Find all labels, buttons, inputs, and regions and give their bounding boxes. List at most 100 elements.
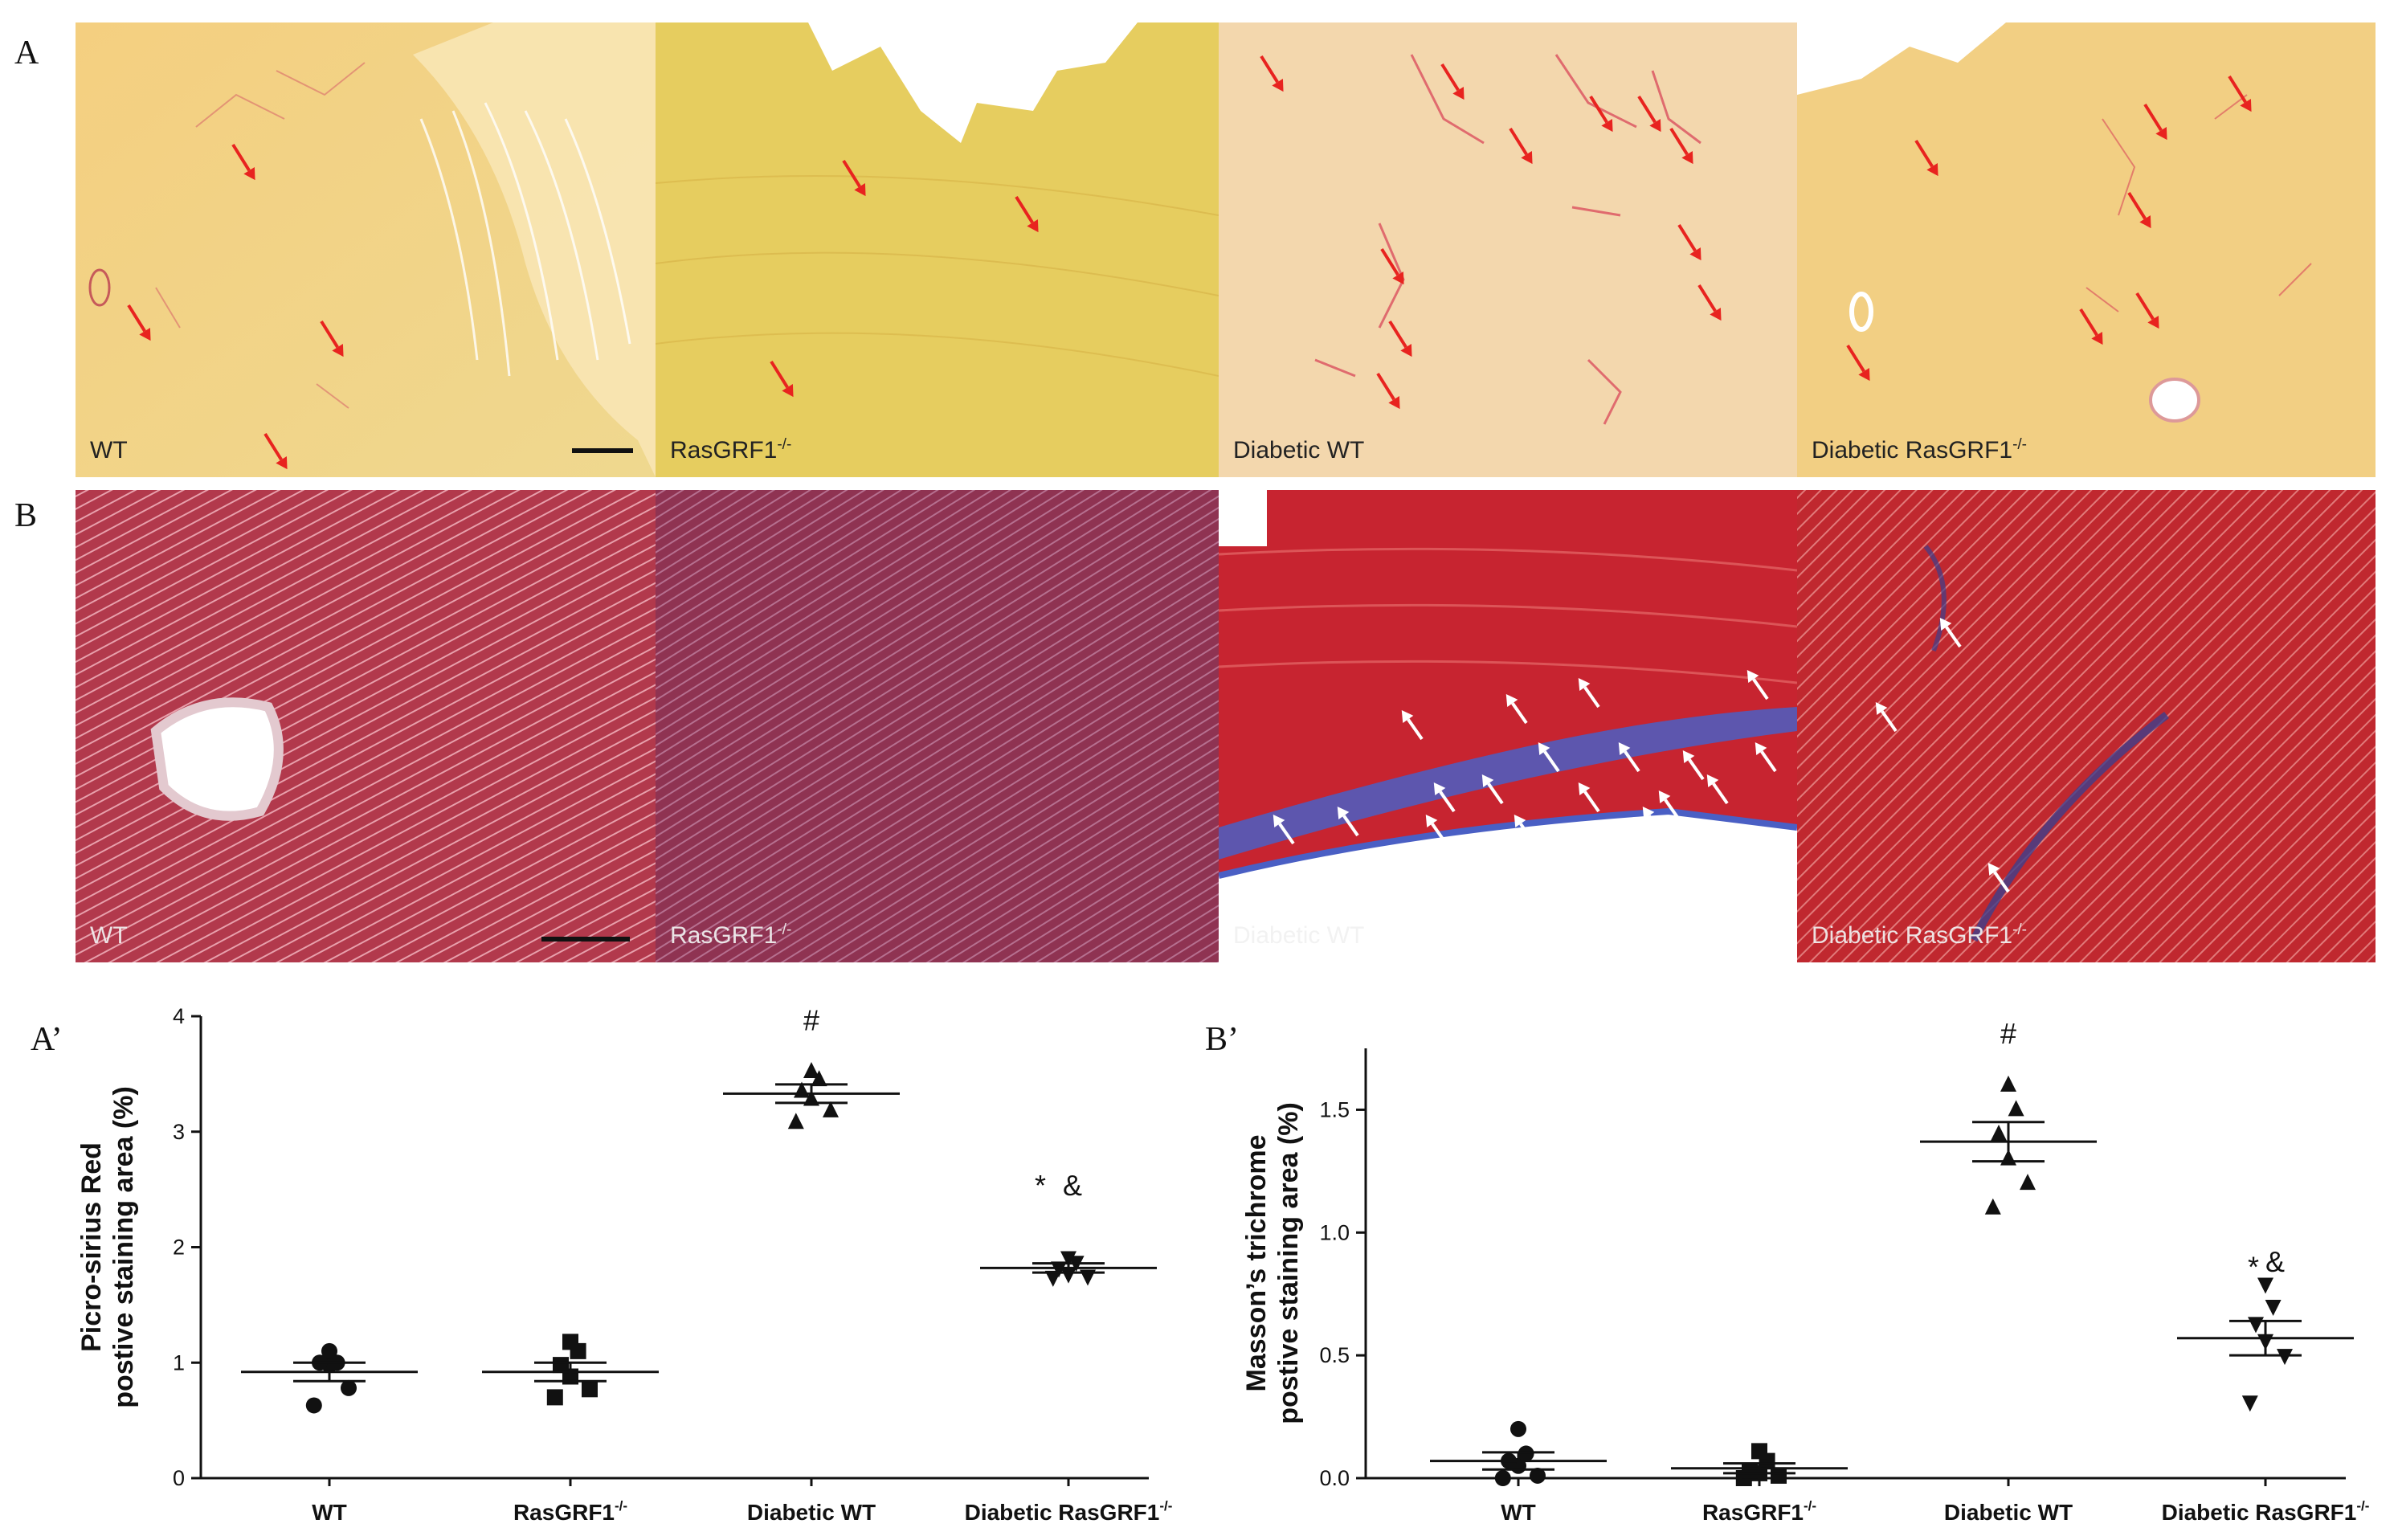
red-arrow — [770, 360, 794, 398]
data-point — [341, 1379, 357, 1396]
white-arrow — [1658, 790, 1681, 821]
data-point — [1518, 1445, 1534, 1462]
significance-marker: * — [2248, 1250, 2259, 1283]
data-point — [1510, 1420, 1526, 1437]
x-category-label: RasGRF1-/- — [513, 1498, 627, 1525]
x-category-label: Diabetic RasGRF1-/- — [2162, 1498, 2370, 1525]
significance-marker: * — [1035, 1169, 1046, 1202]
white-arrow — [1578, 782, 1600, 813]
y-tick-label: 0.0 — [1319, 1466, 1350, 1490]
micrograph-label: Diabetic RasGRF1-/- — [1812, 921, 2028, 949]
data-point — [2257, 1277, 2273, 1294]
y-tick-label: 0 — [173, 1466, 185, 1490]
red-arrow — [1380, 247, 1404, 285]
data-point — [1044, 1270, 1061, 1287]
white-arrow — [1337, 806, 1359, 837]
axes: 0 1 2 3 4 WT RasGRF1-/- Diabetic WT Diabetic Ras… — [173, 1004, 1172, 1525]
y-tick-label: 1.5 — [1319, 1097, 1350, 1121]
significance-marker: & — [1063, 1169, 1082, 1202]
arrow-overlay-b — [1273, 617, 1962, 845]
arrow-overlay-a — [127, 55, 2252, 470]
significance-marker: # — [2000, 1017, 2016, 1050]
x-category-label: Diabetic RasGRF1-/- — [965, 1498, 1173, 1525]
data-point — [582, 1381, 598, 1398]
x-category-label: Diabetic WT — [747, 1500, 876, 1525]
red-arrow — [2228, 75, 2252, 112]
red-arrow — [842, 159, 866, 197]
y-tick-label: 1.0 — [1319, 1220, 1350, 1244]
data-series — [482, 1334, 659, 1406]
micrograph-label: Diabetic RasGRF1-/- — [1812, 436, 2028, 464]
micrograph-b-diabetic-wt: Diabetic WT — [1219, 490, 1797, 962]
panel-letter-a: A — [14, 35, 39, 71]
white-arrow — [1875, 701, 1898, 733]
red-arrow — [1677, 223, 1701, 261]
data-point — [562, 1334, 578, 1350]
picro-image-wt — [76, 22, 656, 477]
white-arrow — [1755, 741, 1777, 773]
chart-masson-trichrome-quantification: 0.0 0.5 1.0 1.5 WT RasGRF1-/- Diabetic WT Diabe… — [1241, 1017, 2369, 1525]
data-series — [723, 1062, 900, 1129]
data-point — [2008, 1100, 2024, 1117]
data-series — [1430, 1420, 1607, 1486]
data-point — [803, 1062, 819, 1078]
white-arrow — [1939, 617, 1962, 648]
red-arrow — [1260, 55, 1284, 92]
data-point — [1991, 1125, 2007, 1141]
white-arrow — [1706, 774, 1729, 805]
micrograph-label: Diabetic WT — [1233, 437, 1365, 464]
data-point — [1060, 1251, 1076, 1268]
data-series — [2177, 1277, 2354, 1412]
data-point — [1751, 1443, 1767, 1460]
red-arrow — [1388, 320, 1412, 357]
data-point — [553, 1357, 569, 1374]
panel-letter-a-prime: A’ — [31, 1021, 63, 1058]
data-point — [2277, 1349, 2293, 1366]
micrograph-b-rasgrf1: RasGRF1-/- — [656, 490, 1219, 962]
micrograph-label: RasGRF1-/- — [670, 921, 792, 949]
red-arrow — [1669, 127, 1693, 165]
micrograph-label: RasGRF1-/- — [670, 436, 792, 464]
picro-image-diabetic-rasgrf1 — [1797, 22, 2376, 477]
masson-image-rasgrf1 — [656, 490, 1219, 962]
white-arrow — [1514, 814, 1536, 845]
red-arrow — [231, 143, 255, 181]
white-arrow — [1401, 709, 1424, 741]
data-point — [2241, 1395, 2258, 1412]
panel-letter-b-prime: B’ — [1205, 1021, 1239, 1058]
data-point — [823, 1101, 839, 1117]
data-point — [2248, 1317, 2264, 1334]
white-arrow — [1505, 693, 1528, 725]
x-category-label: RasGRF1-/- — [1702, 1498, 1816, 1525]
data-point — [1060, 1267, 1076, 1284]
red-arrow — [1589, 95, 1613, 133]
data-series — [1920, 1075, 2097, 1215]
red-arrow — [2127, 191, 2151, 229]
white-arrow — [1481, 774, 1504, 805]
red-arrow — [2143, 103, 2167, 141]
x-category-label: WT — [1501, 1500, 1536, 1525]
white-arrow — [1682, 750, 1705, 781]
data-point — [1771, 1467, 1787, 1484]
red-arrow — [1914, 139, 1938, 177]
red-arrow — [1846, 344, 1870, 382]
x-category-label: WT — [312, 1500, 347, 1525]
white-arrow — [1578, 677, 1600, 709]
micrograph-label: WT — [90, 437, 128, 464]
red-arrow — [127, 304, 151, 341]
white-arrow — [1425, 814, 1448, 845]
red-arrow — [2135, 292, 2159, 329]
red-arrow — [2079, 308, 2103, 345]
white-arrow — [1273, 814, 1295, 845]
red-arrow — [1376, 372, 1400, 410]
data-point — [1051, 1261, 1067, 1278]
red-arrow — [1440, 63, 1465, 100]
y-axis-title: Masson’s trichromepostive staining area … — [1241, 1102, 1304, 1424]
white-arrow — [1642, 806, 1665, 837]
micrograph-label: WT — [90, 922, 128, 949]
red-arrow — [1015, 195, 1039, 233]
micrograph-b-wt: WT — [76, 490, 656, 962]
white-arrow — [1618, 741, 1640, 773]
red-arrow — [320, 320, 344, 357]
red-arrow — [1697, 284, 1722, 321]
